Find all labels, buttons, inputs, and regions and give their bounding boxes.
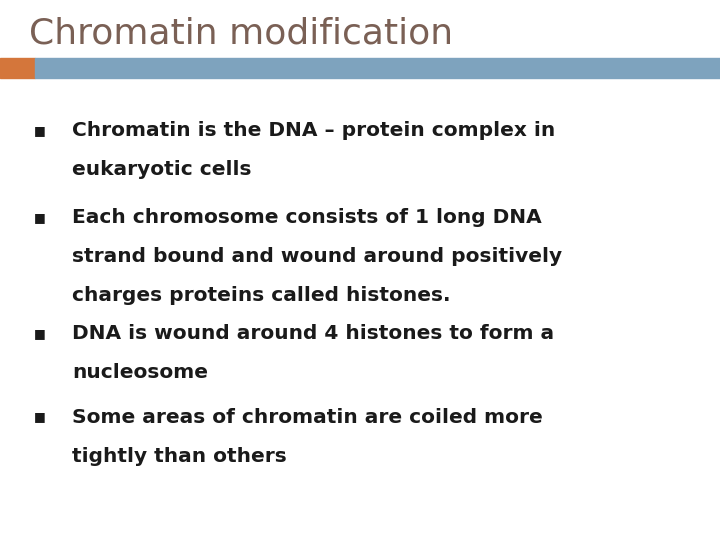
Text: Each chromosome consists of 1 long DNA: Each chromosome consists of 1 long DNA <box>72 208 541 227</box>
Bar <box>0 58 35 78</box>
Text: strand bound and wound around positively: strand bound and wound around positively <box>72 247 562 266</box>
Text: ■: ■ <box>34 211 45 224</box>
Text: charges proteins called histones.: charges proteins called histones. <box>72 286 451 305</box>
Text: Some areas of chromatin are coiled more: Some areas of chromatin are coiled more <box>72 408 543 427</box>
Text: ■: ■ <box>34 327 45 340</box>
Bar <box>35 58 720 78</box>
Text: ■: ■ <box>34 410 45 423</box>
Text: nucleosome: nucleosome <box>72 363 208 382</box>
Text: Chromatin is the DNA – protein complex in: Chromatin is the DNA – protein complex i… <box>72 122 555 140</box>
Text: tightly than others: tightly than others <box>72 447 287 465</box>
Text: DNA is wound around 4 histones to form a: DNA is wound around 4 histones to form a <box>72 324 554 343</box>
Text: Chromatin modification: Chromatin modification <box>29 16 453 50</box>
Text: ■: ■ <box>34 124 45 137</box>
Text: eukaryotic cells: eukaryotic cells <box>72 160 251 179</box>
